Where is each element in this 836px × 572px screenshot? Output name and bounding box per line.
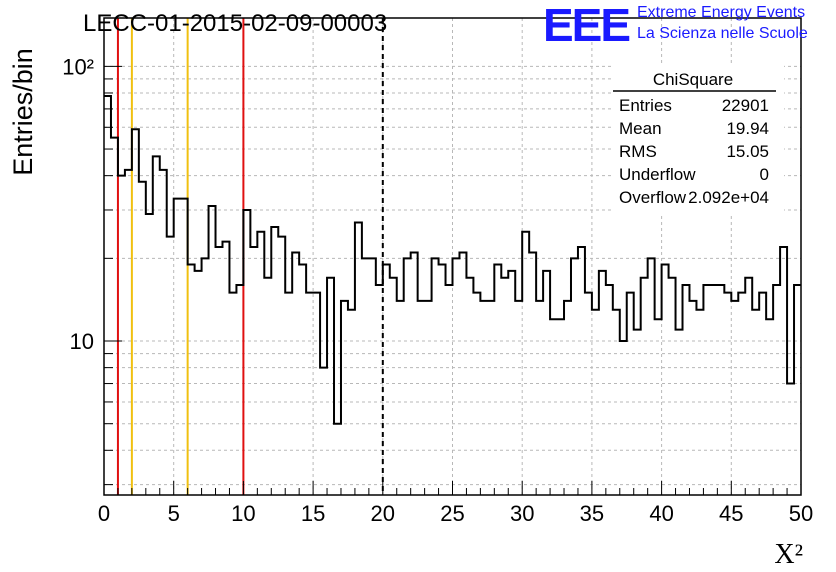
logo-subtitle-line2: La Scienza nelle Scuole — [637, 25, 808, 42]
stats-row-value: 15.05 — [726, 142, 769, 161]
x-tick-label: 0 — [98, 501, 110, 526]
x-tick-label: 15 — [301, 501, 325, 526]
stats-row-label: Mean — [619, 119, 662, 138]
x-tick-label: 45 — [719, 501, 743, 526]
x-tick-label: 10 — [231, 501, 255, 526]
stats-box: ChiSquare Entries 22901 Mean 19.94 RMS 1… — [612, 64, 784, 216]
stats-row-value: 0 — [760, 165, 769, 184]
x-tick-label: 50 — [789, 501, 813, 526]
run-title: LECC-01-2015-02-09-00003 — [83, 10, 388, 37]
x-tick-label: 30 — [510, 501, 534, 526]
stats-box-title: ChiSquare — [653, 70, 733, 89]
x-axis-title: X² — [774, 539, 803, 570]
axes: 0 5 10 15 20 25 30 35 40 45 50 10 10² — [62, 17, 813, 526]
x-tick-label: 5 — [168, 501, 180, 526]
x-tick-label: 40 — [649, 501, 673, 526]
stats-row-label: Underflow — [619, 165, 696, 184]
stats-row-label: Overflow — [619, 188, 687, 207]
stats-row-label: RMS — [619, 142, 657, 161]
reference-lines — [116, 18, 384, 495]
y-tick-label: 10² — [62, 54, 94, 79]
x-tick-label: 25 — [440, 501, 464, 526]
x-tick-label: 35 — [580, 501, 604, 526]
y-tick-label: 10 — [70, 329, 94, 354]
histogram-line — [104, 95, 801, 425]
stats-row-value: 2.092e+04 — [688, 188, 769, 207]
x-tick-label: 20 — [371, 501, 395, 526]
stats-row-value: 19.94 — [726, 119, 769, 138]
histogram-series — [104, 95, 801, 425]
stats-row-label: Entries — [619, 96, 672, 115]
y-axis-title: Entries/bin — [8, 48, 38, 176]
stats-row-value: 22901 — [722, 96, 769, 115]
logo-subtitle-line1: Extreme Energy Events — [637, 4, 806, 21]
eee-logo-mark: EEE — [543, 0, 631, 51]
